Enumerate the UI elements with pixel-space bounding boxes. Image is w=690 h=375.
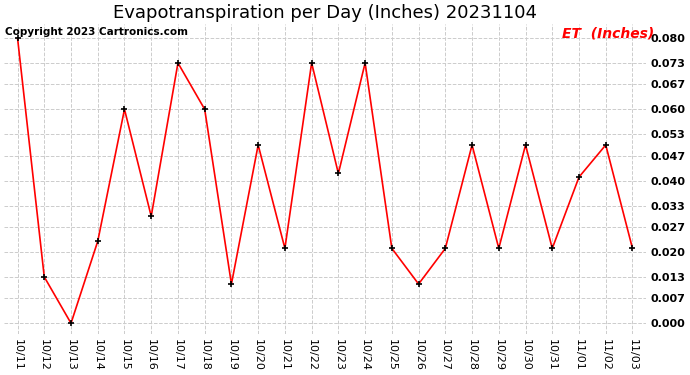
Text: ET  (Inches): ET (Inches) <box>562 27 655 41</box>
Title: Evapotranspiration per Day (Inches) 20231104: Evapotranspiration per Day (Inches) 2023… <box>113 4 537 22</box>
Text: Copyright 2023 Cartronics.com: Copyright 2023 Cartronics.com <box>5 27 188 37</box>
